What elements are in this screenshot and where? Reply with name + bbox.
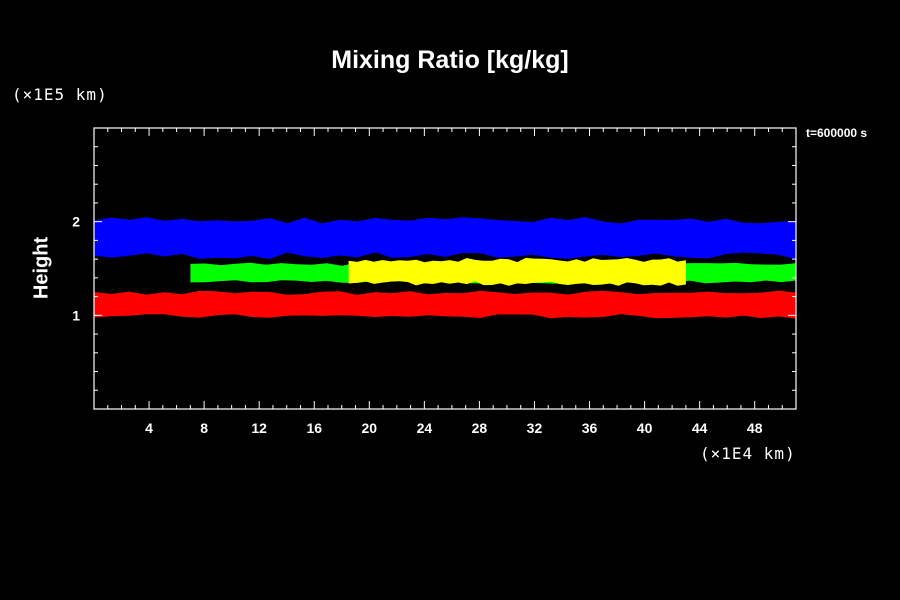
x-axis-unit: (×1E4 km) [700, 444, 796, 463]
x-tick-label: 36 [582, 420, 598, 436]
time-label: t=600000 s [806, 126, 868, 140]
x-tick-label: 20 [362, 420, 378, 436]
y-tick-label: 2 [72, 214, 80, 230]
x-tick-label: 44 [692, 420, 708, 436]
x-tick-label: 40 [637, 420, 653, 436]
mixing-layer-2 [348, 257, 686, 286]
x-tick-label: 12 [251, 420, 267, 436]
x-tick-label: 4 [145, 420, 153, 436]
mixing-layer-3 [94, 290, 796, 319]
x-tick-label: 48 [747, 420, 763, 436]
x-tick-label: 8 [200, 420, 208, 436]
x-tick-label: 24 [417, 420, 433, 436]
y-tick-label: 1 [72, 307, 80, 323]
mixing-layer-0 [94, 217, 796, 260]
x-tick-label: 28 [472, 420, 488, 436]
axes-frame [93, 127, 797, 410]
x-tick-label: 16 [306, 420, 322, 436]
y-axis-unit: (×1E5 km) [12, 85, 108, 104]
x-tick-label: 32 [527, 420, 543, 436]
chart-title: Mixing Ratio [kg/kg] [331, 46, 569, 74]
